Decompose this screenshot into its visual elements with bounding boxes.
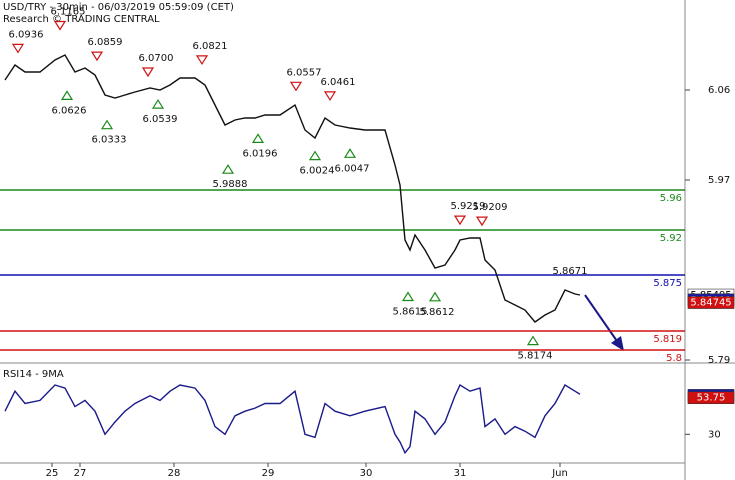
high-marker [323,91,337,102]
x-tick-label: 30 [360,468,373,479]
low-marker [428,291,442,302]
pivot-label: 6.0626 [52,105,87,116]
high-marker [453,215,467,226]
low-marker [221,164,235,174]
y-tick-label: 30 [708,429,721,440]
high-marker [475,216,489,227]
x-tick-label: 27 [74,468,87,479]
level-label: 5.96 [660,193,682,204]
pivot-label: 5.9888 [213,179,248,190]
pivot-label: 5.8612 [420,307,455,318]
y-tick-label: 5.97 [708,175,730,186]
level-label: 5.8 [666,353,682,364]
x-tick-label: Jun [551,468,568,479]
chart-title: USD/TRY - 30min - 06/03/2019 05:59:09 (C… [3,2,234,13]
low-marker [343,148,357,158]
high-marker [289,81,303,92]
low-marker [401,291,415,302]
series-line [4,54,581,323]
value-tag-label: 5.84745 [690,298,731,309]
y-tick-label: 6.06 [708,85,730,96]
level-label: 5.819 [653,334,682,345]
pivot-label: 6.0196 [243,148,278,159]
low-marker [151,98,165,109]
high-marker [141,67,155,78]
chart-subtitle: Research © TRADING CENTRAL [3,14,160,25]
high-marker [195,55,209,66]
low-marker [100,119,114,130]
x-tick-label: 28 [168,468,181,479]
pivot-label: 5.9219 [451,201,486,212]
pivot-label: 6.0700 [139,53,174,64]
value-tag [687,391,735,405]
pivot-label: 6.1165 [51,7,86,18]
pivot-label: 5.8615 [393,307,428,318]
pivot-label: 6.0821 [193,41,228,52]
pivot-label: 6.0936 [9,29,44,40]
x-tick-label: 25 [46,468,59,479]
high-marker [90,51,104,62]
level-label: 5.92 [660,233,682,244]
pivot-label: 6.0461 [321,77,356,88]
high-marker [53,20,67,31]
low-marker [251,133,265,143]
low-marker [308,150,322,161]
level-label: 5.875 [653,278,682,289]
pivot-label: 6.0539 [143,114,178,125]
high-marker [11,43,25,54]
pivot-label: 6.0047 [335,163,370,174]
low-marker [526,335,540,346]
arrow-shaft [584,294,620,345]
x-tick-label: 31 [454,468,467,479]
low-marker [60,90,74,101]
pivot-label: 6.0333 [92,135,127,146]
pivot-label: 6.0557 [287,67,322,78]
pivot-label: 5.8174 [518,351,553,362]
arrow-head [611,336,624,351]
price-label: 5.8671 [553,266,588,277]
series-line [4,384,581,455]
x-tick-label: 29 [262,468,275,479]
pivot-label: 5.9209 [473,202,508,213]
value-tag-label: 53.75 [697,393,726,404]
pivot-label: 6.0024 [300,166,335,177]
y-tick-label: 5.79 [708,355,730,366]
pivot-label: 6.0859 [88,37,123,48]
value-tag [687,296,735,309]
rsi-title: RSI14 - 9MA [3,369,64,380]
